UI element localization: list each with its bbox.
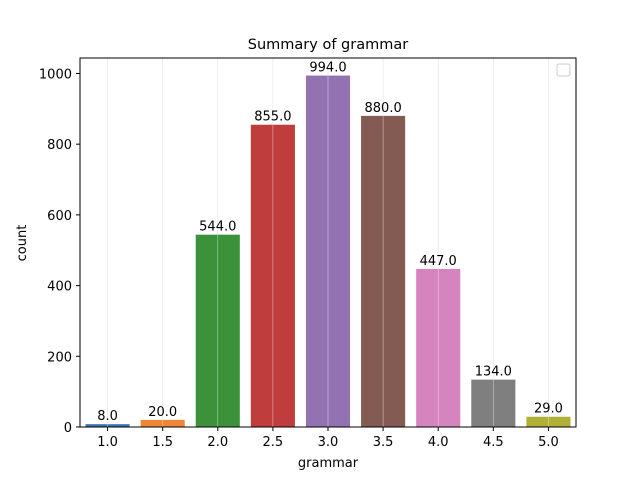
data-labels: 8.0 20.0 544.0 855.0 994.0 880.0 447.0 134.0 29.…	[97, 61, 563, 425]
x-tick-label: 2.0	[207, 435, 228, 450]
y-tick-label: 400	[47, 280, 72, 295]
bar-value-label: 855.0	[254, 110, 291, 125]
x-tick-label: 2.5	[263, 435, 284, 450]
y-tick-label: 800	[47, 138, 72, 153]
bar-value-label: 20.0	[148, 405, 177, 420]
legend-box	[556, 63, 571, 77]
x-axis-label: grammar	[298, 456, 359, 471]
bar-value-label: 29.0	[534, 402, 563, 417]
x-tick-label: 1.5	[152, 435, 173, 450]
y-axis-ticks: 0 200 400 600 800 1000	[39, 67, 80, 436]
y-tick-label: 1000	[39, 67, 72, 82]
y-tick-label: 600	[47, 209, 72, 224]
bar-value-label: 134.0	[475, 365, 512, 380]
bar-value-label: 8.0	[97, 409, 118, 424]
bar-value-label: 994.0	[309, 61, 346, 76]
x-tick-label: 5.0	[538, 435, 559, 450]
bar-value-label: 544.0	[199, 220, 236, 235]
x-tick-label: 3.5	[373, 435, 394, 450]
bar-value-label: 880.0	[365, 101, 402, 116]
bars	[85, 75, 571, 428]
x-tick-label: 4.5	[483, 435, 504, 450]
y-axis-label: count	[15, 225, 30, 262]
chart-title: Summary of grammar	[248, 37, 408, 53]
y-tick-label: 200	[47, 350, 72, 365]
x-axis-ticks: 1.0 1.5 2.0 2.5 3.0 3.5 4.0 4.5 5.0	[97, 427, 559, 450]
x-tick-label: 1.0	[97, 435, 118, 450]
bar-value-label: 447.0	[420, 254, 457, 269]
y-tick-label: 0	[64, 421, 72, 436]
x-tick-label: 3.0	[318, 435, 339, 450]
x-tick-label: 4.0	[428, 435, 449, 450]
